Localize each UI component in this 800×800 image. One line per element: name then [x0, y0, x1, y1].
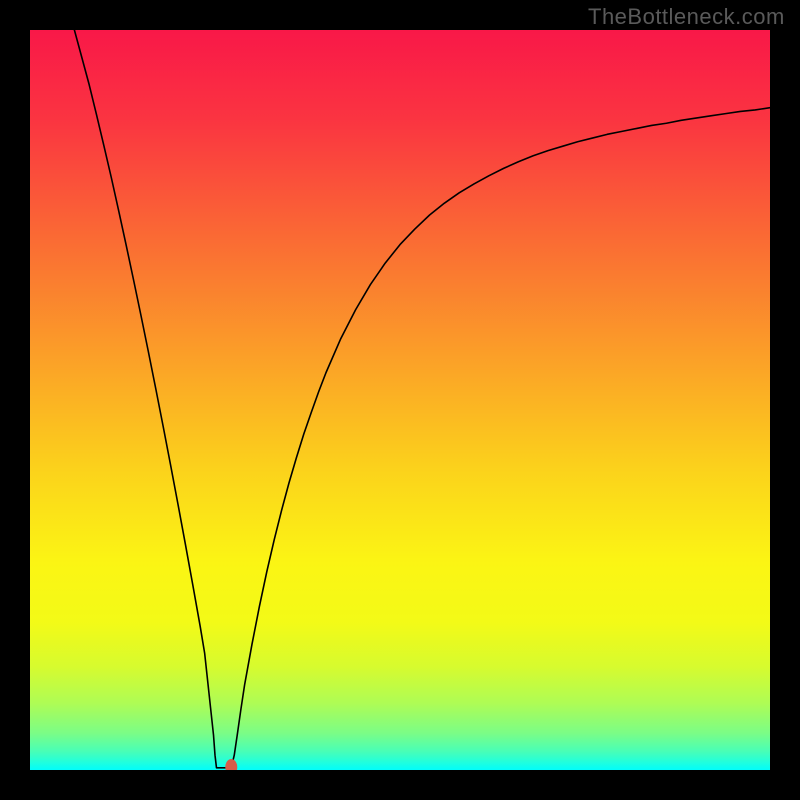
bottleneck-chart — [30, 30, 770, 770]
gradient-background — [30, 30, 770, 770]
watermark-text: TheBottleneck.com — [588, 4, 785, 30]
